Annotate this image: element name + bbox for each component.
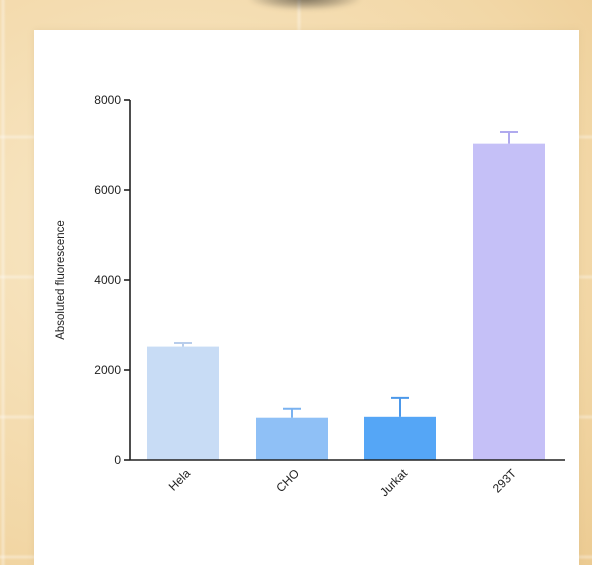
- x-tick-label: Hela: [166, 466, 194, 494]
- x-tick-label: Jurkat: [377, 466, 410, 499]
- y-tick-label: 0: [114, 453, 121, 467]
- cropped-title-fragment: [250, 0, 360, 10]
- y-tick-label: 4000: [94, 273, 121, 287]
- bar-hela: [147, 346, 219, 460]
- bar-293t: [473, 143, 545, 460]
- y-ticks-group: 0 2000 4000 6000 8000: [94, 93, 130, 467]
- x-tick-label: 293T: [490, 466, 520, 496]
- y-tick-label: 8000: [94, 93, 121, 107]
- y-tick-label: 6000: [94, 183, 121, 197]
- bar-jurkat: [364, 416, 436, 460]
- bar-cho: [256, 417, 328, 460]
- x-tick-label: CHO: [273, 466, 302, 495]
- y-axis-title: Absoluted fluorescence: [55, 220, 67, 340]
- bars-group: [147, 143, 545, 460]
- error-bars-group: [174, 130, 518, 418]
- x-labels-group: Hela CHO Jurkat 293T: [166, 466, 520, 499]
- y-tick-label: 2000: [94, 363, 121, 377]
